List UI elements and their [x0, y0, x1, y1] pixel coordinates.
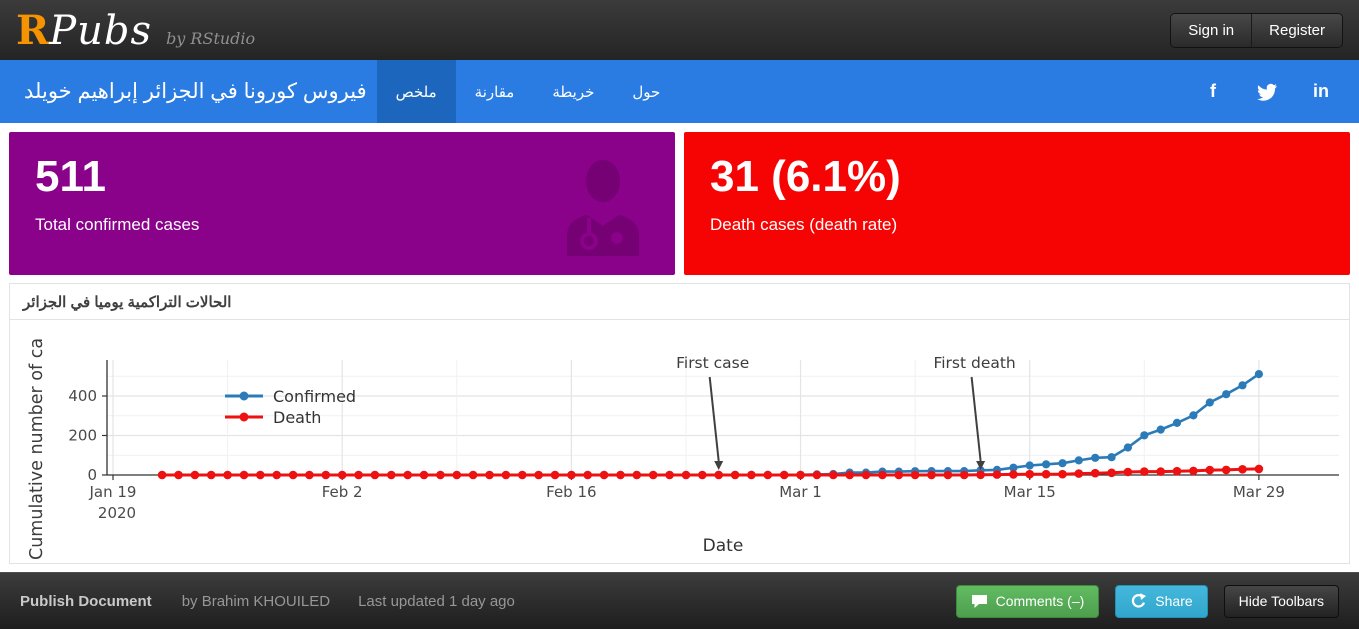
- death-count: 31 (6.1%): [710, 152, 901, 201]
- publish-toolbar: Publish Document by Brahim KHOUILED Last…: [0, 572, 1359, 629]
- tab-comparison[interactable]: مقارنة: [474, 83, 515, 101]
- social-links: f in: [1203, 60, 1359, 123]
- death-label: Death cases (death rate): [710, 214, 898, 234]
- share-icon: [1132, 592, 1147, 608]
- toolbar-buttons: Comments (–) Share Hide Toolbars: [955, 584, 1339, 618]
- register-button[interactable]: Register: [1252, 13, 1342, 47]
- svg-text:Mar 29: Mar 29: [1233, 483, 1285, 501]
- dashboard-title: فيروس كورونا في الجزائر إبراهيم خويلد: [24, 80, 367, 103]
- logo-r: R: [16, 6, 50, 54]
- dashboard-tabs: ملخص مقارنة خريطة حول: [376, 60, 680, 123]
- svg-text:Mar 1: Mar 1: [779, 483, 822, 501]
- last-updated-label: Last updated 1 day ago: [358, 592, 515, 610]
- svg-text:Feb 16: Feb 16: [546, 483, 596, 501]
- svg-text:0: 0: [87, 466, 97, 484]
- value-box-row: 511 Total confirmed cases 31 (6.1%) Deat…: [0, 123, 1359, 275]
- death-value-box: 31 (6.1%) Death cases (death rate): [684, 132, 1350, 275]
- svg-text:Cumulative number of ca: Cumulative number of ca: [27, 338, 47, 560]
- confirmed-count: 511: [35, 152, 106, 201]
- svg-text:Feb 2: Feb 2: [322, 483, 363, 501]
- auth-button-group: Sign in Register: [1170, 12, 1343, 48]
- comment-icon: [971, 594, 987, 608]
- svg-text:First death: First death: [933, 354, 1015, 372]
- rpubs-header: R Pubs by RStudio Sign in Register: [0, 0, 1359, 60]
- tab-about[interactable]: حول: [632, 83, 661, 101]
- confirmed-label: Total confirmed cases: [35, 214, 200, 234]
- confirmed-value-box: 511 Total confirmed cases: [9, 132, 675, 275]
- svg-text:200: 200: [68, 427, 97, 445]
- svg-text:First case: First case: [676, 354, 749, 372]
- tab-map[interactable]: خريطة: [552, 83, 595, 101]
- share-button[interactable]: Share: [1115, 584, 1208, 618]
- svg-text:400: 400: [68, 387, 97, 405]
- cumulative-cases-chart: 0 200 400 Jan 19 2020 Feb 2 Feb 16 Mar 1 Mar 15 M…: [27, 338, 1339, 560]
- logo-byline: by RStudio: [166, 28, 256, 48]
- svg-text:2020: 2020: [98, 504, 136, 522]
- comments-button[interactable]: Comments (–): [955, 584, 1100, 618]
- svg-text:Date: Date: [703, 536, 744, 556]
- facebook-icon[interactable]: f: [1210, 81, 1216, 101]
- sign-in-button[interactable]: Sign in: [1171, 13, 1253, 47]
- linkedin-icon[interactable]: in: [1313, 81, 1329, 101]
- svg-text:Confirmed: Confirmed: [273, 387, 356, 406]
- svg-text:Jan 19: Jan 19: [89, 483, 137, 501]
- twitter-icon[interactable]: [1257, 82, 1277, 102]
- logo-pubs: Pubs: [49, 7, 153, 54]
- chart-panel-title: الحالات التراكمية يوميا في الجزائر: [10, 284, 1349, 320]
- svg-text:Mar 15: Mar 15: [1004, 483, 1056, 501]
- chart-area: 0 200 400 Jan 19 2020 Feb 2 Feb 16 Mar 1 Mar 15 M…: [10, 320, 1349, 563]
- svg-text:Death: Death: [273, 408, 321, 427]
- publish-document-label: Publish Document: [20, 592, 152, 610]
- dashboard-navbar: فيروس كورونا في الجزائر إبراهيم خويلد مل…: [0, 60, 1359, 123]
- doctor-icon: [567, 160, 639, 256]
- rpubs-logo[interactable]: R Pubs by RStudio: [16, 7, 255, 54]
- author-label: by Brahim KHOUILED: [181, 592, 331, 610]
- tab-summary[interactable]: ملخص: [376, 60, 456, 123]
- hide-toolbars-button[interactable]: Hide Toolbars: [1223, 584, 1339, 618]
- chart-panel: الحالات التراكمية يوميا في الجزائر 0 200 4…: [9, 283, 1350, 564]
